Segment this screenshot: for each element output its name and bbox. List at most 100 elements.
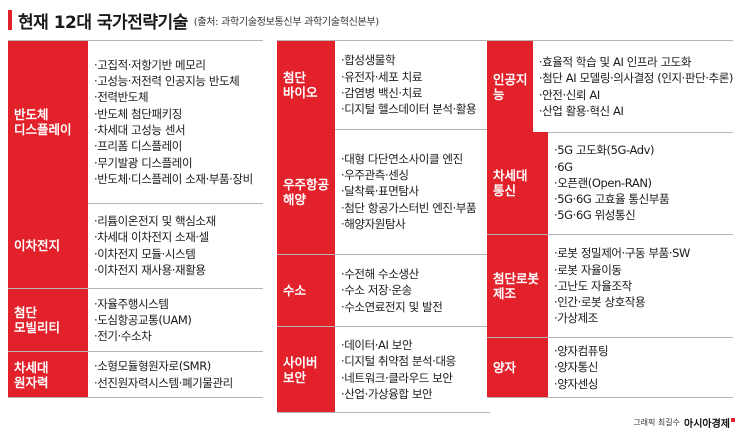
technology-item: ·양자통신	[554, 360, 598, 375]
technology-item: ·첨단 항공가스터빈 엔진·부품	[341, 200, 477, 215]
technology-item: ·양자센싱	[554, 376, 598, 391]
technology-list: ·리튬이온전지 및 핵심소재 ·차세대 이차전지 소재·셀 ·이차전지 모듈·시스템…	[88, 203, 216, 288]
technology-item: ·선진원자력시스템·폐기물관리	[94, 375, 233, 390]
technology-item: ·5G 고도화(5G-Adv)	[554, 143, 655, 158]
technology-list: ·양자컴퓨팅 ·양자통신 ·양자센싱	[548, 338, 609, 397]
technology-item: ·데이터·AI 보안	[341, 337, 413, 352]
technology-list: ·대형 다단연소사이클 엔진 ·우주관측·센싱 ·달착륙·표면탐사 ·첨단 항공가스터…	[335, 129, 477, 254]
technology-item: ·자율주행시스템	[94, 296, 169, 311]
technology-item: ·전력반도체	[94, 90, 149, 105]
category-row: 차세대 통신 ·5G 고도화(5G-Adv) ·6G ·오픈랜(Open-RAN) ·5G…	[487, 132, 733, 235]
category-label-line: 이차전지	[14, 238, 61, 253]
category-label-line: 디스플레이	[14, 122, 72, 137]
category-row: 첨단로봇 제조 ·로봇 정밀제어·구동 부품·SW ·로봇 자율이동 ·고난도 자율조작…	[487, 235, 733, 338]
category-label-line: 차세대	[493, 168, 528, 183]
technology-item: ·로봇 정밀제어·구동 부품·SW	[554, 246, 690, 261]
brand-logo: 아시아경제	[684, 419, 730, 430]
technology-item: ·효율적 학습 및 AI 인프라 고도화	[538, 54, 692, 69]
category-label-line: 통신	[493, 183, 517, 198]
header: 현재 12대 국가전략기술 (출처: 과학기술정보통신부 과학기술혁신본부)	[8, 8, 379, 33]
category-label-line: 원자력	[14, 374, 49, 390]
technology-list: ·자율주행시스템 ·도심항공교통(UAM) ·전기·수소차	[88, 289, 192, 351]
page-subtitle: (출처: 과학기술정보통신부 과학기술혁신본부)	[193, 16, 379, 28]
technology-item: ·리튬이온전지 및 핵심소재	[94, 213, 216, 228]
technology-item: ·가상제조	[554, 311, 598, 326]
column-3: 인공지능 ·효율적 학습 및 AI 인프라 고도화 ·첨단 AI 모델링·의사결정 …	[487, 40, 733, 420]
technology-item: ·수소 저장·운송	[341, 283, 412, 298]
category-label: 인공지능	[487, 41, 533, 132]
category-label-line: 인공지능	[493, 71, 528, 102]
category-label-line: 우주항공	[283, 176, 330, 192]
technology-item: ·5G·6G 고효율 통신부품	[554, 192, 670, 207]
technology-item: ·도심항공교통(UAM)	[94, 312, 192, 327]
technology-list: ·효율적 학습 및 AI 인프라 고도화 ·첨단 AI 모델링·의사결정 (인지·…	[533, 41, 734, 132]
category-row: 첨단 바이오 ·합성생물학 ·유전자·세포 치료 ·감염병 백신·치료 ·디지털 헬스데이…	[277, 40, 490, 130]
category-row: 첨단 모빌리티 ·자율주행시스템 ·도심항공교통(UAM) ·전기·수소차	[8, 289, 263, 352]
technology-item: ·반도체·디스플레이 소재·부품·장비	[94, 171, 253, 186]
technology-list: ·소형모듈형원자로(SMR) ·선진원자력시스템·폐기물관리	[88, 352, 233, 397]
footer: 그래픽 최길수 아시아경제	[633, 415, 735, 430]
technology-item: ·차세대 이차전지 소재·셀	[94, 230, 209, 245]
technology-list: ·5G 고도화(5G-Adv) ·6G ·오픈랜(Open-RAN) ·5G·6G 고…	[548, 132, 670, 234]
technology-item: ·합성생물학	[341, 53, 396, 68]
category-label-line: 첨단로봇	[493, 271, 540, 286]
category-label: 이차전지	[8, 203, 88, 288]
technology-item: ·6G	[554, 159, 573, 174]
technology-item: ·디지털 취약점 분석·대응	[341, 354, 456, 369]
category-row: 우주항공 해양 ·대형 다단연소사이클 엔진 ·우주관측·센싱 ·달착륙·표면탐사 ·첨단…	[277, 129, 490, 255]
technology-item: ·이차전지 모듈·시스템	[94, 246, 196, 261]
brand-logo-mark	[731, 417, 735, 422]
category-label: 수소	[277, 255, 335, 326]
technology-item: ·인간·로봇 상호작용	[554, 295, 646, 310]
technology-item: ·양자컴퓨팅	[554, 344, 609, 359]
category-label: 첨단 모빌리티	[8, 289, 88, 351]
category-label-line: 제조	[493, 286, 517, 301]
title-accent-bar	[8, 10, 12, 30]
category-label-line: 수소	[283, 283, 307, 298]
technology-item: ·5G·6G 위성통신	[554, 208, 636, 223]
technology-item: ·네트워크·클라우드 보안	[341, 370, 453, 385]
technology-item: ·차세대 고성능 센서	[94, 123, 186, 137]
technology-item: ·디지털 헬스데이터 분석·활용	[341, 102, 477, 117]
category-row: 사이버 보안 ·데이터·AI 보안 ·디지털 취약점 분석·대응 ·네트워크·클라우드 …	[277, 327, 490, 413]
category-label: 우주항공 해양	[277, 129, 335, 254]
page-title: 현재 12대 국가전략기술	[18, 12, 188, 33]
category-row: 인공지능 ·효율적 학습 및 AI 인프라 고도화 ·첨단 AI 모델링·의사결정 …	[487, 40, 733, 133]
category-row: 차세대 원자력 ·소형모듈형원자로(SMR) ·선진원자력시스템·폐기물관리	[8, 352, 263, 398]
category-label: 첨단 바이오	[277, 41, 335, 129]
technology-item: ·달착륙·표면탐사	[341, 184, 419, 199]
column-2: 첨단 바이오 ·합성생물학 ·유전자·세포 치료 ·감염병 백신·치료 ·디지털 헬스데이…	[277, 40, 490, 420]
technology-item: ·전기·수소차	[94, 329, 152, 344]
category-label-line: 반도체	[14, 107, 49, 122]
technology-item: ·대형 다단연소사이클 엔진	[341, 151, 463, 166]
category-label-line: 모빌리티	[14, 320, 61, 335]
category-label: 반도체 디스플레이	[8, 41, 88, 203]
technology-item: ·감염병 백신·치료	[341, 86, 423, 100]
technology-item: ·고난도 자율조작	[554, 278, 632, 293]
category-label-line: 사이버	[283, 354, 318, 370]
technology-item: ·수소연료전지 및 발전	[341, 299, 443, 314]
technology-item: ·반도체 첨단패키징	[94, 106, 182, 121]
technology-list: ·합성생물학 ·유전자·세포 치료 ·감염병 백신·치료 ·디지털 헬스데이터 분석·…	[335, 41, 477, 129]
technology-item: ·산업 활용·혁신 AI	[538, 103, 624, 118]
category-row: 수소 ·수전해 수소생산 ·수소 저장·운송 ·수소연료전지 및 발전	[277, 255, 490, 327]
technology-item: ·안전·신뢰 AI	[538, 87, 600, 102]
technology-item: ·유전자·세포 치료	[341, 69, 423, 84]
technology-item: ·프리폼 디스플레이	[94, 139, 182, 154]
technology-item: ·해양자원탐사	[341, 216, 406, 231]
category-label: 양자	[487, 338, 548, 397]
technology-item: ·소형모듈형원자로(SMR)	[94, 359, 211, 374]
category-label: 차세대 통신	[487, 132, 548, 234]
technology-list: ·고집적·저항기반 메모리 ·고성능·저전력 인공지능 반도체 ·전력반도체 ·반도체…	[88, 41, 253, 203]
category-label: 첨단로봇 제조	[487, 235, 548, 337]
category-label: 사이버 보안	[277, 327, 335, 412]
technology-item: ·산업·가상융합 보안	[341, 386, 433, 401]
technology-item: ·고성능·저전력 인공지능 반도체	[94, 74, 240, 89]
category-label-line: 양자	[493, 360, 517, 375]
technology-list: ·로봇 정밀제어·구동 부품·SW ·로봇 자율이동 ·고난도 자율조작 ·인간·로봇…	[548, 235, 690, 337]
category-label-line: 첨단	[14, 305, 38, 320]
category-row: 이차전지 ·리튬이온전지 및 핵심소재 ·차세대 이차전지 소재·셀 ·이차전지 모듈…	[8, 203, 263, 289]
technology-item: ·로봇 자율이동	[554, 262, 622, 277]
category-label-line: 바이오	[283, 85, 318, 100]
technology-item: ·오픈랜(Open-RAN)	[554, 175, 652, 190]
